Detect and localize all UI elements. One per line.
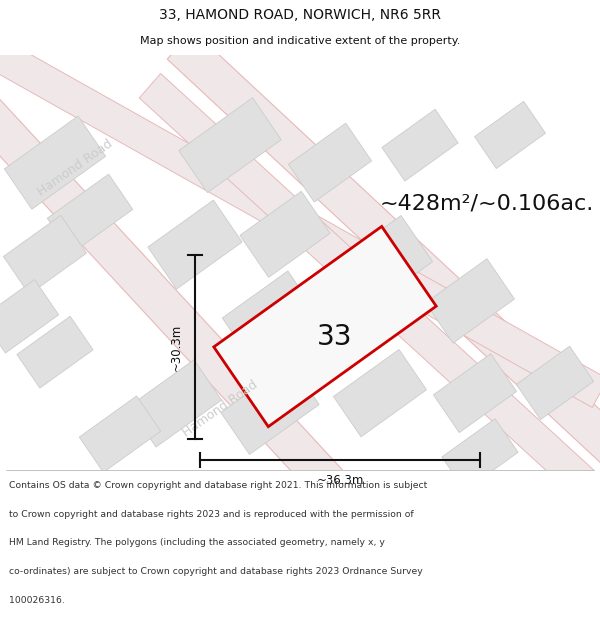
Polygon shape <box>223 271 317 362</box>
Text: Hamond Road: Hamond Road <box>180 378 260 439</box>
Polygon shape <box>139 74 600 528</box>
Polygon shape <box>328 216 433 314</box>
Text: ~30.3m: ~30.3m <box>170 323 183 371</box>
Polygon shape <box>334 349 427 437</box>
Text: HM Land Registry. The polygons (including the associated geometry, namely x, y: HM Land Registry. The polygons (includin… <box>9 538 385 548</box>
Text: ~428m²/~0.106ac.: ~428m²/~0.106ac. <box>380 194 594 214</box>
Text: Contains OS data © Crown copyright and database right 2021. This information is : Contains OS data © Crown copyright and d… <box>9 481 427 490</box>
Polygon shape <box>4 216 86 294</box>
Text: 33: 33 <box>317 322 353 351</box>
Polygon shape <box>240 191 330 278</box>
Polygon shape <box>433 354 517 432</box>
Polygon shape <box>382 109 458 181</box>
Polygon shape <box>148 200 242 289</box>
Polygon shape <box>79 396 161 472</box>
Polygon shape <box>4 116 106 209</box>
Polygon shape <box>0 93 354 509</box>
Polygon shape <box>0 31 600 408</box>
Polygon shape <box>475 101 545 169</box>
Polygon shape <box>425 259 514 343</box>
Polygon shape <box>442 419 518 491</box>
Polygon shape <box>214 226 436 427</box>
Text: ~36.3m: ~36.3m <box>316 474 364 487</box>
Polygon shape <box>221 362 319 454</box>
Polygon shape <box>128 360 221 447</box>
Polygon shape <box>289 123 371 202</box>
Polygon shape <box>17 316 93 388</box>
Text: to Crown copyright and database rights 2023 and is reproduced with the permissio: to Crown copyright and database rights 2… <box>9 509 413 519</box>
Text: Map shows position and indicative extent of the property.: Map shows position and indicative extent… <box>140 36 460 46</box>
Polygon shape <box>517 346 593 419</box>
Text: 33, HAMOND ROAD, NORWICH, NR6 5RR: 33, HAMOND ROAD, NORWICH, NR6 5RR <box>159 8 441 22</box>
Polygon shape <box>0 279 59 353</box>
Polygon shape <box>167 31 600 469</box>
Text: 100026316.: 100026316. <box>9 596 65 604</box>
Text: co-ordinates) are subject to Crown copyright and database rights 2023 Ordnance S: co-ordinates) are subject to Crown copyr… <box>9 567 423 576</box>
Text: Hamond Road: Hamond Road <box>35 137 115 198</box>
Polygon shape <box>179 98 281 192</box>
Polygon shape <box>47 174 133 254</box>
